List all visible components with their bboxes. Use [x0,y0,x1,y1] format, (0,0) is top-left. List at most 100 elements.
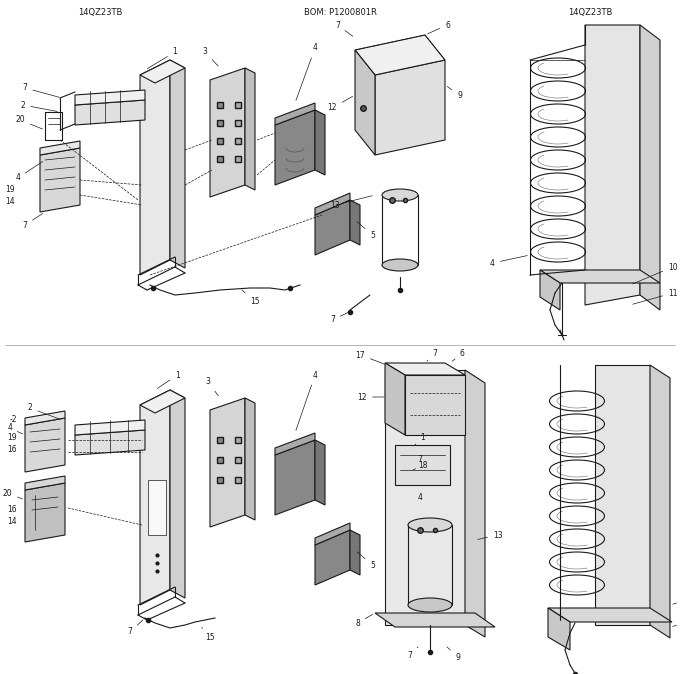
Polygon shape [350,530,360,575]
Bar [382,195,418,265]
Bar [395,445,450,485]
Ellipse shape [382,189,418,201]
Text: 3: 3 [203,47,218,66]
Polygon shape [170,60,185,268]
Text: 12: 12 [328,96,353,113]
Text: 7: 7 [407,647,418,659]
Polygon shape [375,60,445,155]
Ellipse shape [408,598,452,612]
Polygon shape [355,35,445,75]
Polygon shape [465,370,485,637]
Polygon shape [75,100,145,125]
Text: 14: 14 [5,197,15,206]
Text: 14QZ23TB: 14QZ23TB [568,8,612,17]
Polygon shape [540,270,660,283]
Polygon shape [275,440,315,515]
Text: 7: 7 [128,620,143,636]
Polygon shape [355,50,375,155]
Text: 7: 7 [22,84,59,97]
Text: -2: -2 [10,415,17,425]
Polygon shape [75,430,145,455]
Text: 6: 6 [452,348,465,361]
Text: BOM: P1200801R: BOM: P1200801R [303,8,377,17]
Polygon shape [275,433,315,455]
Polygon shape [585,25,640,305]
Text: 3: 3 [205,377,218,396]
Text: 1: 1 [415,433,426,445]
Polygon shape [375,613,495,627]
Polygon shape [385,370,465,625]
Text: 2: 2 [20,100,57,111]
Text: 17: 17 [356,350,384,364]
Polygon shape [140,60,185,83]
Polygon shape [25,476,65,490]
Text: 7: 7 [418,456,422,464]
Text: 11: 11 [632,288,677,304]
Polygon shape [548,608,672,622]
Polygon shape [25,418,65,472]
Bar [148,480,166,535]
Polygon shape [140,390,185,413]
Polygon shape [315,193,350,215]
Text: 11: 11 [673,619,680,627]
Polygon shape [245,68,255,190]
Text: 15: 15 [202,627,215,642]
Text: 1: 1 [148,47,177,69]
Text: 7: 7 [22,214,43,230]
Polygon shape [210,68,245,197]
Text: 8: 8 [355,615,373,627]
Polygon shape [350,200,360,245]
Text: 5: 5 [357,222,375,239]
Text: 10: 10 [632,262,678,284]
Text: 10: 10 [673,596,680,605]
Polygon shape [315,530,350,585]
Text: 12: 12 [358,392,384,402]
Polygon shape [210,398,245,527]
Polygon shape [275,103,315,125]
Polygon shape [650,365,670,638]
Text: 13: 13 [478,530,503,539]
Text: 7: 7 [330,311,350,324]
Polygon shape [140,60,170,275]
Polygon shape [75,420,145,435]
Bar [408,525,452,605]
Polygon shape [595,365,650,625]
Ellipse shape [382,259,418,271]
Polygon shape [245,398,255,520]
Text: 16: 16 [7,506,17,514]
Text: 9: 9 [447,86,462,100]
Polygon shape [315,523,350,545]
Text: 4: 4 [418,493,422,501]
Polygon shape [315,200,350,255]
Polygon shape [640,25,660,310]
Text: 4: 4 [296,44,318,100]
Polygon shape [25,411,65,425]
Text: 4: 4 [7,423,22,434]
Polygon shape [75,90,145,105]
Text: 15: 15 [242,290,260,307]
Text: 4: 4 [490,255,527,268]
Text: 5: 5 [357,552,375,570]
Text: 19: 19 [7,433,17,443]
Text: 6: 6 [428,20,450,34]
Text: 19: 19 [5,185,15,195]
Polygon shape [275,110,315,185]
Text: 9: 9 [447,647,460,661]
Polygon shape [140,390,170,605]
Ellipse shape [408,518,452,532]
Polygon shape [315,440,325,505]
Polygon shape [40,148,80,212]
Polygon shape [315,110,325,175]
Polygon shape [385,363,465,375]
Text: 4: 4 [296,371,318,431]
Text: 2: 2 [28,404,59,419]
Text: 20: 20 [16,115,42,129]
Text: 20: 20 [2,489,22,499]
Polygon shape [540,270,560,310]
Text: 4: 4 [15,162,43,183]
Text: 7: 7 [427,348,437,361]
Text: 16: 16 [7,446,17,454]
Text: 1: 1 [157,371,180,388]
Text: 18: 18 [413,460,428,470]
Text: 14QZ23TB: 14QZ23TB [78,8,122,17]
